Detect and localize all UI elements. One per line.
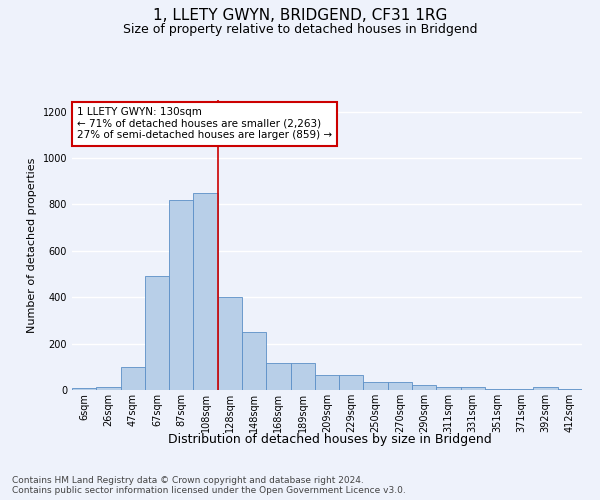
Text: Distribution of detached houses by size in Bridgend: Distribution of detached houses by size … <box>168 432 492 446</box>
Bar <box>72 388 96 390</box>
Text: 1, LLETY GWYN, BRIDGEND, CF31 1RG: 1, LLETY GWYN, BRIDGEND, CF31 1RG <box>153 8 447 22</box>
Bar <box>145 276 169 390</box>
Bar <box>96 386 121 390</box>
Bar <box>315 375 339 390</box>
Bar <box>364 382 388 390</box>
Bar <box>121 368 145 390</box>
Bar <box>558 389 582 390</box>
Bar <box>485 389 509 390</box>
Bar <box>533 387 558 390</box>
Text: 1 LLETY GWYN: 130sqm
← 71% of detached houses are smaller (2,263)
27% of semi-de: 1 LLETY GWYN: 130sqm ← 71% of detached h… <box>77 108 332 140</box>
Bar <box>290 363 315 390</box>
Bar <box>339 375 364 390</box>
Bar <box>218 296 242 390</box>
Bar <box>242 332 266 390</box>
Bar <box>193 194 218 390</box>
Text: Contains HM Land Registry data © Crown copyright and database right 2024.
Contai: Contains HM Land Registry data © Crown c… <box>12 476 406 495</box>
Bar <box>388 382 412 390</box>
Bar <box>412 385 436 390</box>
Bar <box>169 200 193 390</box>
Bar <box>509 389 533 390</box>
Text: Size of property relative to detached houses in Bridgend: Size of property relative to detached ho… <box>123 22 477 36</box>
Bar <box>436 386 461 390</box>
Y-axis label: Number of detached properties: Number of detached properties <box>27 158 37 332</box>
Bar <box>266 363 290 390</box>
Bar <box>461 386 485 390</box>
